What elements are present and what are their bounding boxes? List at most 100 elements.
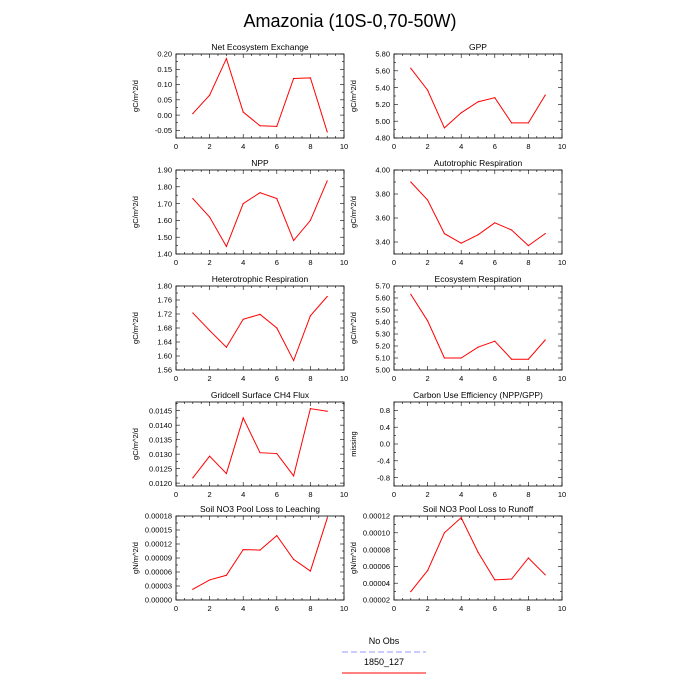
data-point <box>259 192 261 194</box>
y-tick-label: 0.00004 <box>363 579 390 588</box>
x-tick-label: 10 <box>558 142 566 151</box>
x-tick-label: 0 <box>174 142 178 151</box>
y-axis-label: gC/m^2/d <box>131 196 140 228</box>
x-tick-label: 2 <box>426 374 430 383</box>
y-tick-label: 0.0130 <box>149 450 172 459</box>
legend-label-no-obs: No Obs <box>369 636 400 646</box>
y-tick-label: 0.00012 <box>363 512 390 521</box>
x-tick-label: 8 <box>526 258 530 267</box>
data-point <box>427 320 429 322</box>
data-point <box>242 203 244 205</box>
data-point <box>460 242 462 244</box>
data-point <box>460 357 462 359</box>
data-point <box>225 574 227 576</box>
y-axis-label: gC/m^2/d <box>349 80 358 112</box>
y-axis-label: missing <box>349 431 358 456</box>
series-line <box>410 67 546 129</box>
data-point <box>209 579 211 581</box>
y-tick-label: 1.76 <box>157 296 172 305</box>
plot-frame <box>393 169 563 255</box>
x-tick-label: 10 <box>558 374 566 383</box>
chart-panel-ecosystem-respiration: Ecosystem Respiration gC/m^2/d 0 2 4 6 8 10 5.00… <box>349 274 566 383</box>
panels: Net Ecosystem Exchange gC/m^2/d 0 2 4 6 8 10 -0.… <box>131 42 566 613</box>
y-tick-label: 0.00008 <box>363 545 390 554</box>
y-axis-label: gC/m^2/d <box>131 428 140 460</box>
x-tick-label: 4 <box>241 374 245 383</box>
x-tick-label: 4 <box>459 604 463 613</box>
y-axis-label: gN/m^2/d <box>349 542 358 574</box>
x-tick-label: 4 <box>241 258 245 267</box>
y-tick-label: 1.70 <box>157 199 172 208</box>
y-tick-label: 0.00012 <box>145 540 172 549</box>
y-tick-label: 1.50 <box>157 233 172 242</box>
x-tick-label: 8 <box>526 490 530 499</box>
y-tick-label: 5.70 <box>375 282 390 291</box>
data-point <box>477 101 479 103</box>
y-tick-label: 4.00 <box>375 166 390 175</box>
y-axis-label: gC/m^2/d <box>349 312 358 344</box>
x-tick-label: 4 <box>241 490 245 499</box>
main-title: Amazonia (10S-0,70-50W) <box>243 11 456 31</box>
y-tick-label: 1.64 <box>157 338 172 347</box>
x-tick-label: 2 <box>426 604 430 613</box>
data-point <box>527 245 530 247</box>
x-tick-label: 4 <box>459 490 463 499</box>
chart-panel-gpp: GPP gC/m^2/d 0 2 4 6 8 10 4.80 5.00 5.20 5.40 5.60 5.… <box>349 42 566 151</box>
plot-frame <box>175 169 345 255</box>
data-point <box>309 315 311 317</box>
plot-frame <box>175 401 345 487</box>
data-point <box>544 233 546 235</box>
x-tick-label: 6 <box>493 258 497 267</box>
data-point <box>259 549 261 551</box>
y-tick-label: 0.0 <box>380 440 390 449</box>
data-point <box>443 357 445 359</box>
data-point <box>527 358 530 360</box>
data-point <box>293 558 295 561</box>
data-point <box>544 339 546 341</box>
y-axis-label: gC/m^2/d <box>131 80 140 112</box>
y-tick-label: 1.60 <box>157 352 172 361</box>
series-line <box>192 180 328 248</box>
data-point <box>293 77 295 80</box>
x-tick-label: 10 <box>340 490 348 499</box>
y-tick-label: 1.60 <box>157 216 172 225</box>
data-point <box>209 329 211 332</box>
series-line <box>192 296 328 362</box>
data-point <box>544 94 546 96</box>
data-point <box>309 219 311 221</box>
data-point <box>494 222 496 224</box>
y-tick-label: 0.15 <box>157 65 172 74</box>
x-tick-label: 2 <box>208 142 212 151</box>
data-point <box>276 327 278 329</box>
y-tick-label: 1.80 <box>157 282 172 291</box>
x-tick-label: 4 <box>459 258 463 267</box>
y-tick-label: 5.10 <box>375 354 390 363</box>
x-tick-label: 10 <box>558 490 566 499</box>
data-point <box>511 578 513 580</box>
chart-panel-heterotrophic-respiration: Heterotrophic Respiration gC/m^2/d 0 2 4 6 8 10… <box>131 274 348 383</box>
x-tick-label: 2 <box>208 374 212 383</box>
chart-panel-npp: NPP gC/m^2/d 0 2 4 6 8 10 1.40 1.50 1.60 1.70 1.80 1.… <box>131 158 348 267</box>
x-tick-label: 8 <box>526 142 530 151</box>
series-line <box>192 518 328 590</box>
y-tick-label: 0.8 <box>380 406 390 415</box>
y-tick-label: 0.0135 <box>149 435 172 444</box>
series-line <box>410 294 546 360</box>
y-tick-label: 0.00000 <box>145 596 172 605</box>
y-tick-label: 0.00002 <box>363 596 390 605</box>
y-tick-label: 0.0125 <box>149 464 172 473</box>
data-point <box>477 551 479 553</box>
y-tick-label: 0.0145 <box>149 406 172 415</box>
data-point <box>192 112 194 115</box>
panel-title: Soil NO3 Pool Loss to Leaching <box>200 504 320 514</box>
y-tick-label: 0.00 <box>157 111 172 120</box>
data-point <box>192 312 194 314</box>
data-point <box>242 549 244 551</box>
x-tick-label: 10 <box>340 604 348 613</box>
data-point <box>276 452 278 455</box>
data-point <box>209 216 211 218</box>
y-tick-label: 5.20 <box>375 342 390 351</box>
data-point <box>192 197 194 200</box>
y-tick-label: 3.40 <box>375 238 390 247</box>
data-point <box>276 535 278 537</box>
